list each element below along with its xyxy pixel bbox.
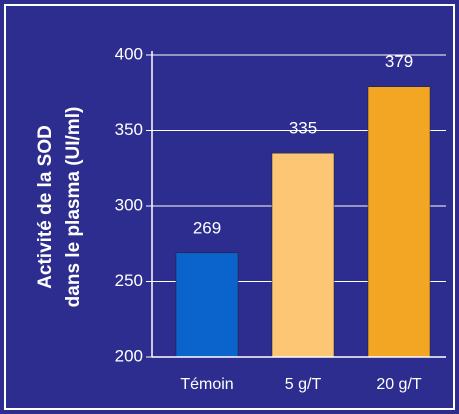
bar bbox=[271, 152, 335, 358]
bar bbox=[367, 86, 431, 358]
y-axis-title-line: Activité de la SOD bbox=[35, 125, 56, 289]
bar bbox=[175, 252, 239, 358]
y-tick-label: 200 bbox=[115, 346, 143, 365]
data-label: 335 bbox=[289, 119, 317, 138]
y-axis-title-line: dans le plasma (UI/ml) bbox=[63, 107, 84, 308]
x-tick-label: Témoin bbox=[180, 376, 233, 393]
data-label: 379 bbox=[385, 52, 413, 71]
y-tick-label: 400 bbox=[115, 44, 143, 63]
y-tick-label: 300 bbox=[115, 195, 143, 214]
y-tick-label: 250 bbox=[115, 271, 143, 290]
y-tick-label: 350 bbox=[115, 120, 143, 139]
x-tick-label: 20 g/T bbox=[376, 376, 422, 393]
y-axis-title: Activité de la SOD dans le plasma (UI/ml… bbox=[35, 107, 84, 308]
data-label: 269 bbox=[193, 218, 221, 237]
x-tick-label: 5 g/T bbox=[285, 376, 322, 393]
frame bbox=[4, 4, 455, 410]
